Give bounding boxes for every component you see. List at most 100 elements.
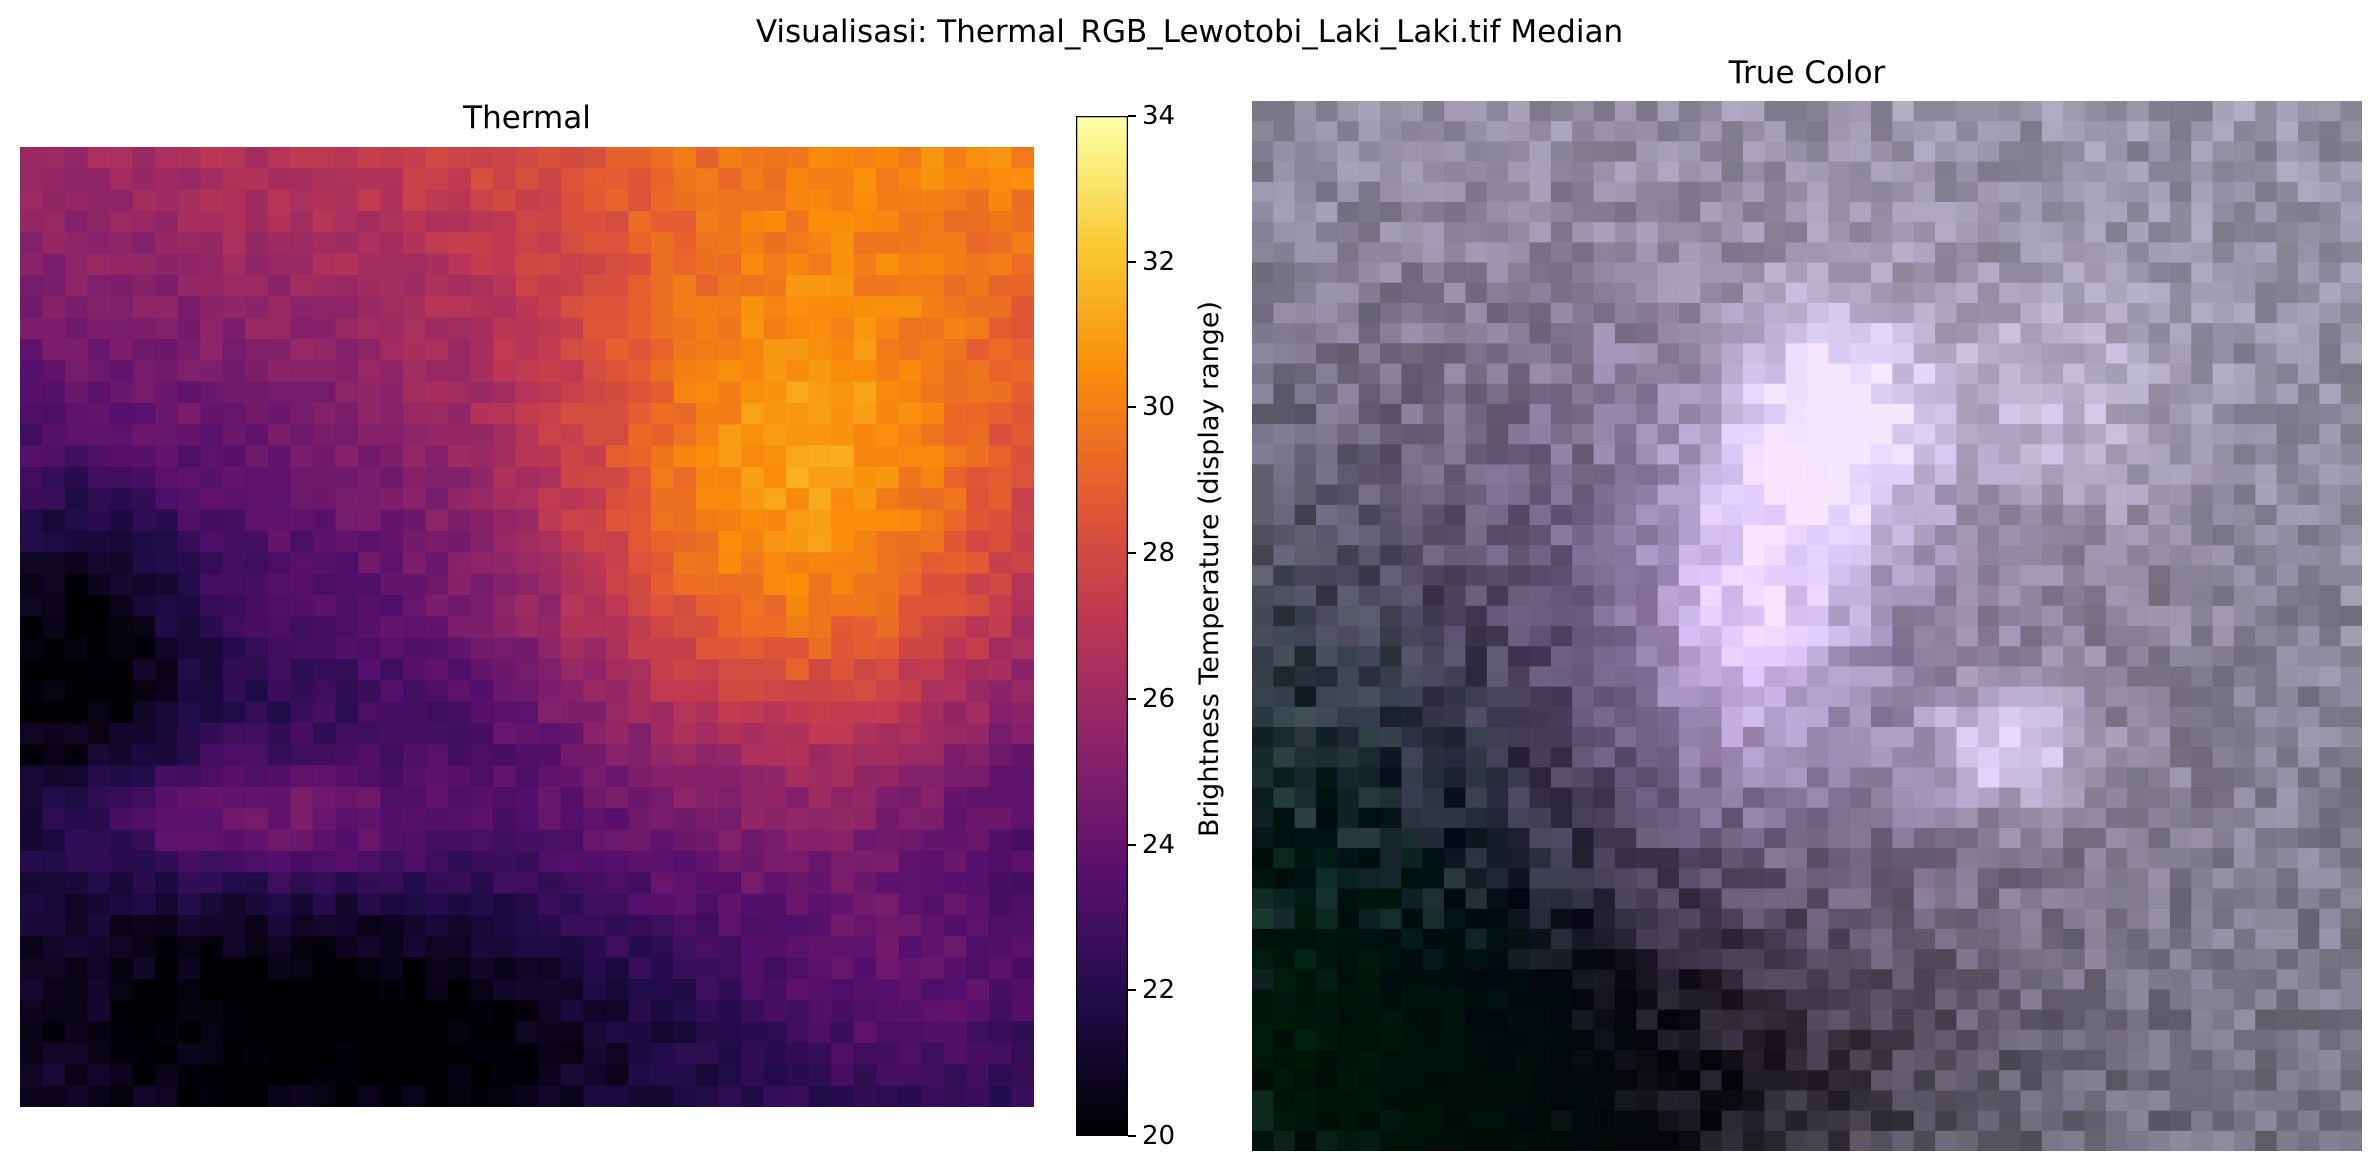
thermal-cell xyxy=(312,915,337,937)
truecolor-pixel xyxy=(2020,868,2043,890)
truecolor-pixel xyxy=(1657,949,1680,970)
thermal-cell xyxy=(1011,872,1034,895)
thermal-cell xyxy=(515,787,539,809)
thermal-cell xyxy=(943,253,967,276)
thermal-cell xyxy=(222,851,246,873)
thermal-cell xyxy=(853,552,877,575)
truecolor-pixel xyxy=(1273,424,1296,445)
thermal-cell xyxy=(808,509,832,532)
thermal-cell xyxy=(605,1085,629,1107)
truecolor-pixel xyxy=(1636,484,1659,506)
truecolor-pixel xyxy=(2276,686,2299,708)
thermal-cell xyxy=(628,957,652,980)
thermal-cell xyxy=(943,317,967,340)
thermal-cell xyxy=(808,595,832,617)
thermal-cell xyxy=(650,659,675,681)
thermal-cell xyxy=(312,723,337,745)
truecolor-pixel xyxy=(1593,787,1616,809)
truecolor-pixel xyxy=(1849,504,1872,526)
thermal-cell xyxy=(290,1000,314,1023)
thermal-cell xyxy=(42,211,66,233)
thermal-cell xyxy=(898,424,922,447)
truecolor-pixel xyxy=(1742,1090,1765,1112)
truecolor-pixel xyxy=(2063,1029,2086,1051)
thermal-cell xyxy=(290,168,314,191)
truecolor-pixel xyxy=(1401,1029,1424,1051)
thermal-cell xyxy=(898,488,922,511)
truecolor-pixel xyxy=(1678,545,1701,567)
colorbar-tick-label: 22 xyxy=(1142,975,1176,1006)
thermal-cell xyxy=(966,680,990,703)
thermal-cell xyxy=(741,1064,765,1087)
thermal-cell xyxy=(20,659,44,681)
truecolor-pixel xyxy=(2127,666,2150,688)
thermal-cell xyxy=(583,253,607,276)
thermal-cell xyxy=(786,253,810,276)
colorbar-swatch xyxy=(1076,575,1128,586)
truecolor-pixel xyxy=(1657,686,1680,708)
truecolor-pixel xyxy=(1999,969,2022,991)
truecolor-pixel xyxy=(1593,1130,1616,1151)
thermal-cell xyxy=(335,1043,359,1065)
truecolor-pixel xyxy=(1294,848,1317,869)
truecolor-pixel xyxy=(1401,222,1424,243)
truecolor-pixel xyxy=(1316,928,1338,950)
truecolor-pixel xyxy=(2063,343,2086,365)
truecolor-pixel xyxy=(2084,908,2107,930)
thermal-cell xyxy=(20,467,44,489)
truecolor-pixel xyxy=(1294,969,1317,991)
truecolor-pixel xyxy=(1380,403,1403,425)
truecolor-pixel xyxy=(1807,363,1829,385)
truecolor-pixel xyxy=(1401,141,1424,163)
truecolor-pixel xyxy=(1550,1130,1573,1151)
thermal-cell xyxy=(425,744,449,767)
thermal-cell xyxy=(988,808,1013,831)
truecolor-pixel xyxy=(2084,141,2107,163)
truecolor-pixel xyxy=(1273,787,1296,809)
truecolor-pixel xyxy=(1871,181,1893,203)
truecolor-pixel xyxy=(1678,949,1701,970)
thermal-cell xyxy=(65,296,89,319)
thermal-cell xyxy=(718,381,742,404)
truecolor-pixel xyxy=(1764,726,1787,748)
truecolor-pixel xyxy=(2127,545,2150,567)
truecolor-pixel xyxy=(2191,928,2214,950)
truecolor-pixel xyxy=(2297,1070,2320,1092)
thermal-cell xyxy=(831,915,855,937)
thermal-cell xyxy=(155,851,179,873)
truecolor-pixel xyxy=(1252,1029,1274,1051)
truecolor-pixel xyxy=(1380,868,1403,890)
thermal-cell xyxy=(448,701,472,724)
truecolor-pixel xyxy=(1678,989,1701,1011)
truecolor-pixel xyxy=(2063,1130,2086,1151)
thermal-cell xyxy=(177,232,201,255)
truecolor-pixel xyxy=(1636,848,1659,869)
truecolor-pixel xyxy=(2041,302,2064,324)
truecolor-pixel xyxy=(2127,928,2150,950)
truecolor-pixel xyxy=(1913,262,1936,284)
thermal-cell xyxy=(898,829,922,852)
thermal-cell xyxy=(876,531,900,553)
truecolor-pixel xyxy=(1337,807,1360,829)
truecolor-pixel xyxy=(1529,121,1552,142)
truecolor-pixel xyxy=(2148,928,2171,950)
truecolor-pixel xyxy=(1785,302,1808,324)
truecolor-pixel xyxy=(2212,706,2235,728)
thermal-cell xyxy=(763,275,787,297)
thermal-cell xyxy=(132,701,156,724)
truecolor-pixel xyxy=(1337,121,1360,142)
thermal-cell xyxy=(110,531,134,553)
thermal-cell xyxy=(20,573,44,596)
thermal-cell xyxy=(538,808,562,831)
truecolor-pixel xyxy=(1358,1130,1381,1151)
colorbar-swatch xyxy=(1076,432,1128,443)
truecolor-pixel xyxy=(2063,888,2086,910)
truecolor-pixel xyxy=(1636,242,1659,264)
thermal-cell xyxy=(65,893,89,916)
truecolor-pixel xyxy=(1892,282,1915,304)
truecolor-pixel xyxy=(1508,706,1531,728)
colorbar-swatch xyxy=(1076,1074,1128,1086)
truecolor-pixel xyxy=(1657,827,1680,849)
truecolor-pixel xyxy=(1935,646,1958,667)
truecolor-pixel xyxy=(2212,585,2235,607)
